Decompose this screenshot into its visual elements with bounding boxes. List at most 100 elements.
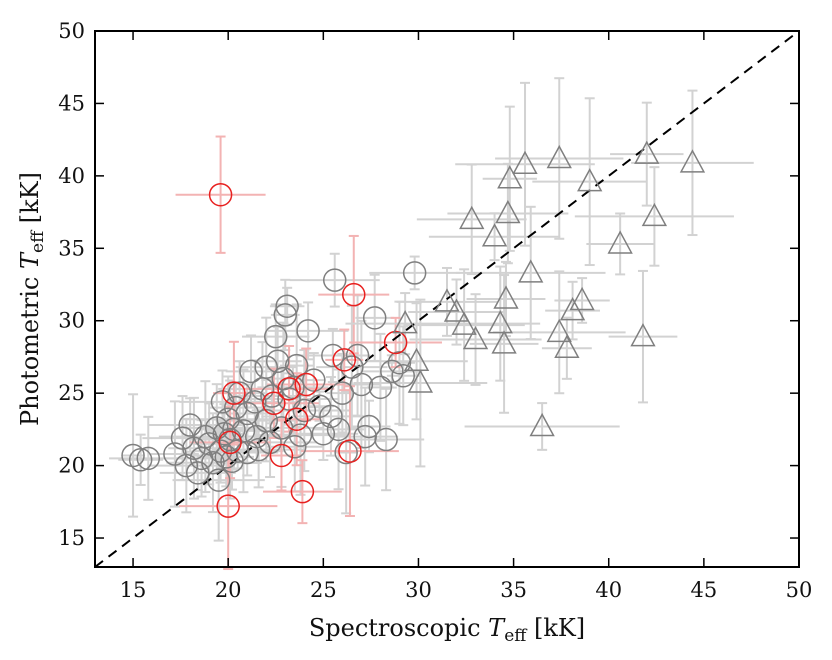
gray-circle-marker: [288, 423, 313, 447]
triangle-marker: [491, 330, 517, 354]
markers-layer: [121, 140, 706, 518]
red-circle-marker: [262, 391, 286, 416]
triangle-marker: [679, 149, 706, 173]
gray-circle-marker: [311, 421, 336, 446]
x-axis-title-sub: eff: [504, 626, 528, 646]
gray-circle-marker: [302, 368, 326, 392]
y-tick-label: 40: [58, 164, 85, 188]
error-bars-layer: [109, 77, 754, 571]
gray-circle-marker: [368, 375, 393, 400]
y-axis-title-unit: [kK]: [16, 172, 44, 231]
gray-circle-marker: [254, 355, 278, 379]
y-axis-title-sub: eff: [28, 229, 48, 253]
red-circle-marker: [269, 443, 294, 468]
y-tick-label: 20: [58, 454, 85, 478]
gray-circle-marker: [239, 359, 263, 384]
gray-circle-marker: [374, 427, 398, 452]
x-axis-title-unit: [kK]: [526, 614, 585, 642]
gray-circle-marker: [277, 387, 301, 411]
red-circle-marker: [222, 381, 246, 405]
triangle-marker: [641, 202, 668, 227]
x-tick-label: 40: [595, 578, 622, 602]
gray-circle-marker: [178, 413, 202, 437]
gray-circle-marker: [391, 364, 415, 388]
triangle-marker: [407, 369, 434, 393]
red-circle-marker: [218, 430, 242, 455]
triangle-marker: [443, 298, 470, 322]
triangle-marker: [495, 199, 521, 224]
triangle-marker: [554, 334, 580, 359]
triangle-marker: [497, 165, 523, 189]
triangle-marker: [493, 285, 519, 309]
y-tick-label: 30: [58, 309, 85, 333]
gray-circle-marker: [296, 319, 320, 343]
triangle-marker: [451, 311, 477, 335]
gray-circle-marker: [264, 324, 288, 349]
gray-circle-marker: [326, 417, 351, 442]
triangle-marker: [487, 310, 513, 334]
triangle-marker: [403, 347, 430, 372]
red-circle-marker: [342, 282, 366, 307]
triangle-marker: [634, 140, 660, 164]
x-tick-label: 35: [500, 578, 527, 602]
x-tick-label: 20: [215, 578, 242, 602]
gray-circle-marker: [206, 468, 231, 492]
red-circle-marker: [277, 377, 301, 401]
gray-circle-marker: [321, 343, 345, 368]
y-axis-title-var: T: [16, 251, 44, 269]
gray-circle-marker: [227, 381, 252, 405]
gray-circle-marker: [273, 303, 298, 327]
triangle-marker: [546, 144, 572, 169]
gray-circle-marker: [345, 343, 370, 368]
x-axis-title-main: Spectroscopic: [309, 614, 488, 642]
gray-circle-marker: [128, 448, 153, 472]
red-circle-marker: [284, 407, 309, 431]
triangle-marker: [529, 412, 555, 437]
y-tick-label: 35: [58, 236, 85, 260]
triangle-marker: [546, 318, 572, 343]
triangle-marker: [462, 325, 489, 350]
gray-circle-marker: [322, 268, 347, 292]
triangle-marker: [630, 323, 656, 347]
ticks-layer: 15 20 25 30 35 40 45 50 15 20 25 30 35 40 45 50: [58, 19, 812, 602]
gray-circle-marker: [334, 440, 358, 465]
x-tick-label: 45: [690, 578, 717, 602]
gray-circle-marker: [319, 404, 343, 429]
triangle-marker: [607, 230, 633, 254]
gray-circle-marker: [243, 390, 267, 414]
x-axis-title-var: T: [488, 614, 506, 642]
gray-circle-marker: [224, 395, 248, 420]
plot-frame: [94, 30, 800, 568]
gray-circle-marker: [201, 450, 225, 475]
gray-circle-marker: [330, 381, 355, 405]
gray-circle-marker: [357, 414, 381, 439]
x-tick-label: 50: [786, 578, 813, 602]
triangle-marker: [569, 286, 595, 311]
gray-circle-marker: [246, 437, 271, 462]
x-tick-label: 25: [310, 578, 337, 602]
triangle-marker: [577, 168, 603, 192]
red-circle-marker: [208, 182, 233, 207]
red-circle-marker: [294, 372, 318, 397]
triangle-marker: [392, 310, 418, 334]
red-circle-marker: [216, 494, 240, 518]
triangle-marker: [434, 288, 460, 312]
gray-circle-marker: [265, 349, 290, 374]
red-circle-marker: [383, 330, 408, 355]
gray-circle-marker: [402, 261, 427, 285]
y-axis-title: Photometric Teff [kK]: [16, 172, 48, 426]
x-axis-title: Spectroscopic Teff [kK]: [309, 614, 585, 646]
x-tick-label: 30: [405, 578, 432, 602]
y-tick-label: 25: [58, 381, 85, 405]
triangle-marker: [512, 150, 538, 175]
one-to-one-reference-line: [94, 30, 800, 568]
y-tick-label: 15: [58, 526, 85, 550]
gray-circle-marker: [174, 453, 199, 478]
y-axis-title-main: Photometric: [16, 269, 44, 426]
red-circle-marker: [338, 439, 362, 463]
triangle-marker: [459, 205, 485, 230]
gray-circle-marker: [349, 372, 374, 397]
red-circle-marker: [332, 348, 357, 372]
gray-circle-marker: [284, 353, 309, 378]
